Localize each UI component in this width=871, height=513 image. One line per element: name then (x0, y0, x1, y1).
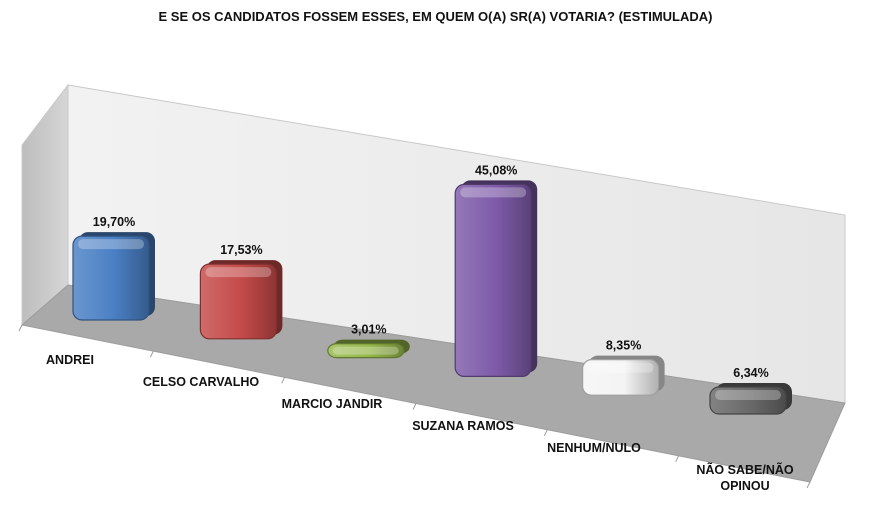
value-label: 19,70% (93, 215, 135, 229)
bar-face (72, 235, 150, 321)
category-labels: ANDREI CELSO CARVALHO MARCIO JANDIR SUZANA … (46, 353, 794, 493)
bar-face (709, 386, 787, 415)
value-label: 45,08% (475, 163, 517, 177)
x-tick (18, 324, 23, 332)
value-label: 17,53% (220, 243, 262, 257)
chart-title: E SE OS CANDIDATOS FOSSEM ESSES, EM QUEM… (158, 9, 713, 24)
bar-3 (327, 339, 410, 359)
bar-highlight (332, 346, 399, 355)
value-label: 6,34% (733, 366, 768, 380)
x-tick (806, 481, 811, 489)
category-label: NÃO SABE/NÃO OPINOU (696, 462, 794, 493)
bar-2 (199, 260, 283, 340)
x-tick (543, 429, 548, 436)
category-label: SUZANA RAMOS (412, 419, 514, 433)
bar-highlight (715, 389, 781, 400)
x-tick (149, 350, 154, 358)
x-tick (412, 403, 417, 410)
value-label: 8,35% (606, 339, 641, 353)
bar-4 (454, 180, 538, 377)
x-tick (675, 455, 680, 463)
bar-highlight (460, 187, 527, 198)
category-label: CELSO CARVALHO (143, 375, 259, 389)
bar-highlight (587, 362, 654, 373)
category-label: NENHUM/NULO (547, 441, 641, 455)
bar-1 (72, 232, 155, 321)
chart-bars (72, 180, 792, 415)
category-label: MARCIO JANDIR (282, 397, 383, 411)
x-tick (281, 377, 286, 384)
value-labels: 19,70% 17,53% 3,01% 45,08% 8,35% 6,34% (93, 163, 769, 380)
bar-5 (581, 355, 665, 396)
bar-highlight (205, 267, 272, 278)
bar-face (581, 359, 660, 396)
value-label: 3,01% (351, 323, 386, 337)
bar-highlight (78, 239, 144, 250)
side-wall (21, 83, 69, 327)
bar-face (199, 263, 277, 340)
bar-face (454, 183, 532, 377)
bar-face (327, 343, 405, 359)
category-label: ANDREI (46, 353, 94, 367)
bar-6 (709, 382, 792, 415)
